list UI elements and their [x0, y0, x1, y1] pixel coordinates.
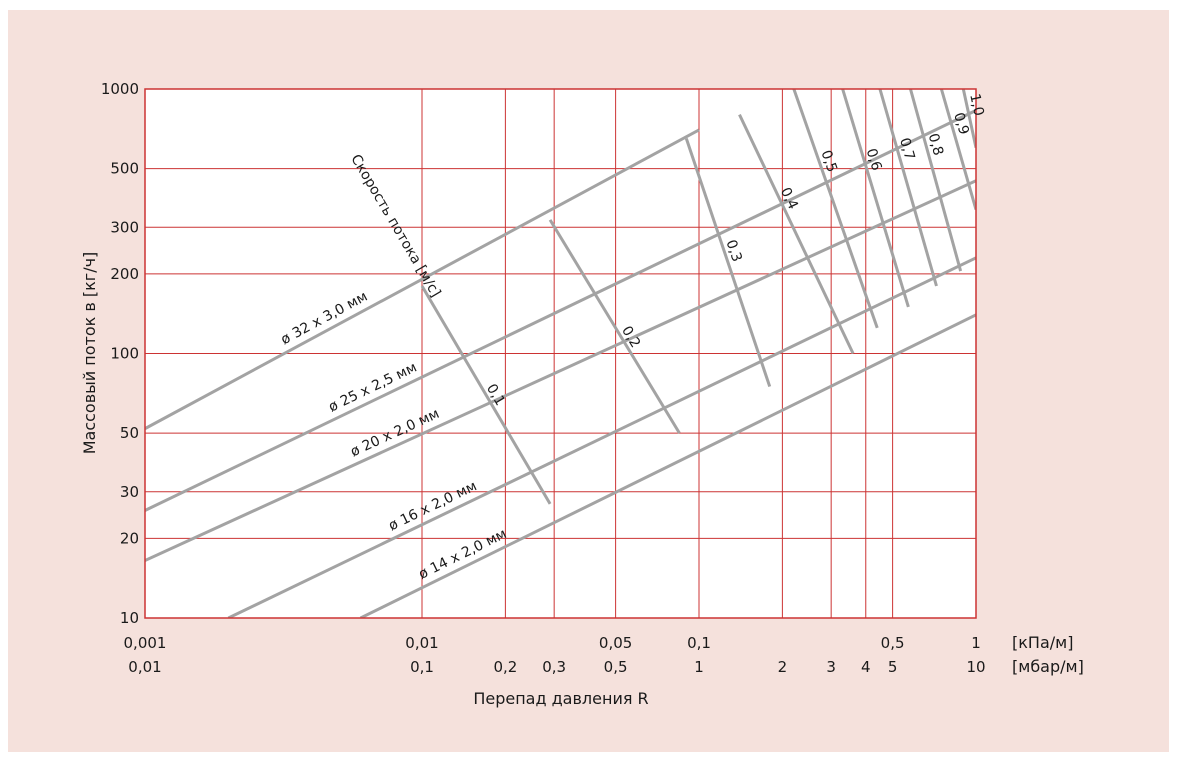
y-tick-label: 1000 — [101, 80, 139, 98]
velocity-line — [878, 89, 938, 287]
y-tick-label: 50 — [120, 424, 139, 442]
x-axis-title: Перепад давления R — [473, 689, 648, 708]
y-tick-label: 500 — [110, 160, 139, 178]
y-tick-label: 300 — [110, 218, 139, 236]
velocity-line — [420, 285, 552, 505]
velocity-line — [548, 219, 681, 434]
pipe-line — [145, 128, 700, 430]
velocity-label: 0,6 — [863, 147, 885, 173]
plot-border — [144, 88, 977, 619]
x-tick-label-mbar: 5 — [888, 658, 898, 676]
y-tick-label: 10 — [120, 609, 139, 627]
grid — [144, 88, 977, 619]
x-tick-label-kpa: 0,01 — [405, 634, 438, 652]
x-tick-label-mbar: 0,1 — [410, 658, 434, 676]
y-axis-title: Массовый поток в [кг/ч] — [80, 252, 99, 455]
x-tick-label-mbar: 10 — [966, 658, 985, 676]
x-tick-label-mbar: 0,3 — [542, 658, 566, 676]
x-tick-label-kpa: 0,1 — [687, 634, 711, 652]
x-tick-label-mbar: 0,2 — [493, 658, 517, 676]
curves — [145, 89, 976, 618]
velocity-line — [792, 89, 879, 329]
x-unit-mbar: [мбар/м] — [1012, 657, 1084, 676]
y-tick-label: 30 — [120, 483, 139, 501]
x-tick-label-kpa: 1 — [971, 634, 981, 652]
y-tick-label: 200 — [110, 265, 139, 283]
x-tick-label-kpa: 0,001 — [124, 634, 167, 652]
x-tick-label-mbar: 0,5 — [604, 658, 628, 676]
velocity-label: 0,7 — [896, 136, 918, 162]
velocity-line — [939, 89, 976, 211]
velocity-line — [961, 89, 976, 148]
velocity-line — [909, 89, 963, 272]
velocity-label: 0,3 — [723, 238, 745, 264]
x-tick-label-mbar: 0,01 — [128, 658, 161, 676]
velocity-label: 0,9 — [950, 111, 972, 137]
x-tick-label-mbar: 1 — [694, 658, 704, 676]
y-tick-label: 20 — [120, 529, 139, 547]
pipe-line — [145, 109, 976, 512]
ticks: 10 20 30 50 100 200 300 500 1000 0,01 0,1 0,2 0,3 0,5… — [101, 80, 986, 676]
y-tick-label: 100 — [110, 345, 139, 363]
velocity-line — [738, 113, 855, 355]
velocity-line — [684, 138, 772, 388]
velocity-label: 0,8 — [925, 132, 946, 158]
velocity-label: 0,5 — [817, 148, 839, 174]
x-tick-label-mbar: 3 — [826, 658, 836, 676]
velocity-label: 1,0 — [966, 92, 986, 117]
pipe-line — [359, 313, 976, 618]
x-tick-label-kpa: 0,05 — [599, 634, 632, 652]
x-tick-label-mbar: 2 — [778, 658, 788, 676]
pipe-line — [227, 256, 976, 618]
x-tick-label-mbar: 4 — [861, 658, 871, 676]
pipe-line — [145, 179, 976, 562]
velocity-line — [841, 89, 910, 308]
x-tick-label-kpa: 0,5 — [881, 634, 905, 652]
x-unit-kpa: [кПа/м] — [1012, 633, 1073, 652]
